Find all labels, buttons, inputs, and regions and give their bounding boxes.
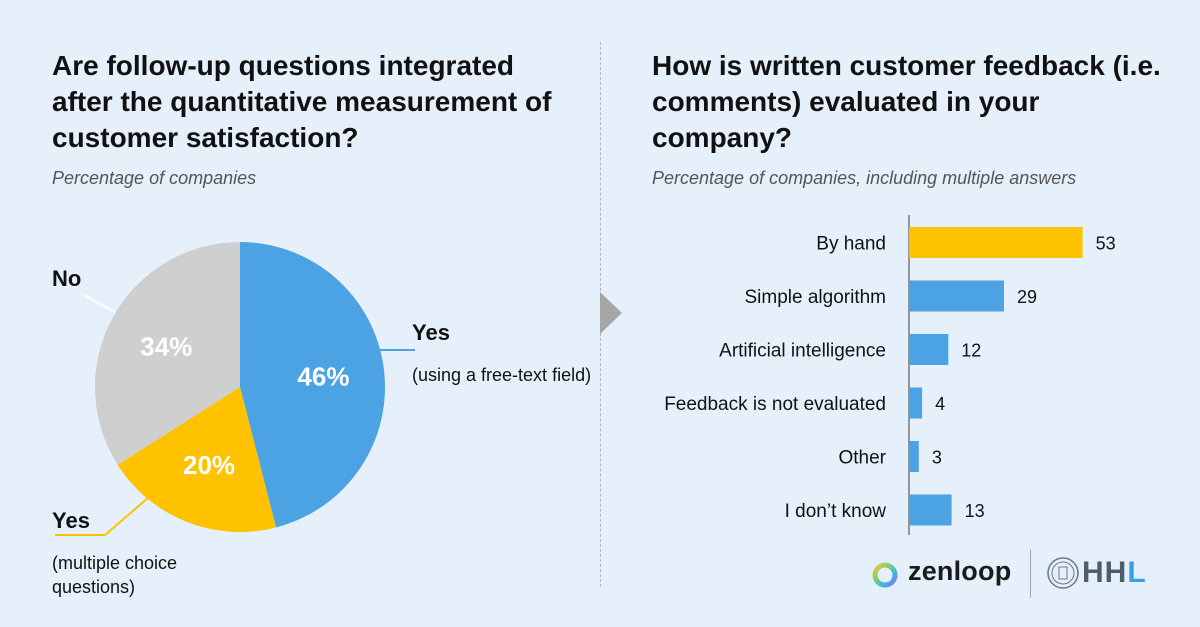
hhl-logo-letters: HHL bbox=[1082, 556, 1147, 589]
bar-3 bbox=[909, 387, 923, 419]
callout-yes-free-text-detail: (using a free-text field) bbox=[412, 365, 592, 385]
bar-category-label-3: Feedback is not evaluated bbox=[664, 394, 886, 415]
pie-slice-0 bbox=[240, 242, 385, 528]
bar-category-label-4: Other bbox=[838, 448, 886, 469]
bar-chart-title: How is written customer feedback (i.e. c… bbox=[652, 50, 1161, 153]
bar-0 bbox=[909, 227, 1083, 258]
bar-chart: By hand Simple algorithm Artificial intell… bbox=[664, 215, 1116, 535]
bar-category-label-5: I don’t know bbox=[785, 501, 887, 522]
callout-line-no bbox=[83, 294, 121, 316]
bar-category-label-1: Simple algorithm bbox=[745, 287, 887, 308]
bar-5 bbox=[909, 494, 952, 526]
bar-4 bbox=[909, 441, 919, 472]
zenloop-logo-text: zenloop bbox=[908, 556, 1012, 586]
pie-chart-title: Are follow-up questions integrated after… bbox=[52, 50, 552, 153]
bar-category-label-2: Artificial intelligence bbox=[719, 341, 886, 362]
hhl-logo-letter-accent: L bbox=[1127, 556, 1147, 589]
bar-value-label-4: 3 bbox=[932, 448, 942, 468]
bar-value-label-3: 4 bbox=[935, 394, 945, 414]
callout-yes-multiple-choice-head: Yes bbox=[52, 508, 90, 533]
callout-yes-multiple-choice-detail: (multiple choice questions) bbox=[52, 553, 178, 597]
bar-2 bbox=[909, 334, 949, 365]
pie-percent-label-2: 34% bbox=[140, 331, 192, 361]
bar-marks bbox=[909, 227, 1083, 526]
bar-value-labels: 53 29 12 4 3 13 bbox=[932, 234, 1116, 522]
bar-chart-subtitle: Percentage of companies, including multi… bbox=[652, 168, 1077, 188]
arrow-right-icon bbox=[600, 292, 622, 334]
logo-area: zenloop HHL bbox=[868, 548, 1168, 600]
pie-chart-subtitle: Percentage of companies bbox=[52, 168, 257, 188]
bar-value-label-1: 29 bbox=[1017, 287, 1037, 307]
bar-value-label-0: 53 bbox=[1096, 234, 1116, 254]
bar-category-label-0: By hand bbox=[816, 234, 886, 255]
pie-percent-label-0: 46% bbox=[297, 361, 349, 391]
bar-1 bbox=[909, 280, 1005, 312]
zenloop-logo-icon bbox=[872, 562, 898, 588]
bar-value-label-5: 13 bbox=[965, 501, 985, 521]
bar-value-label-2: 12 bbox=[961, 341, 981, 361]
callout-yes-free-text-head: Yes bbox=[412, 320, 450, 345]
logo-separator bbox=[1030, 550, 1031, 598]
pie-callout-lines bbox=[55, 294, 415, 536]
callout-line-yes-multiple-choice bbox=[55, 497, 149, 536]
pie-slice-2 bbox=[94, 242, 240, 465]
hhl-seal-icon bbox=[1047, 557, 1079, 589]
pie-percent-labels: 46% 20% 34% bbox=[140, 331, 349, 480]
bar-category-labels: By hand Simple algorithm Artificial intell… bbox=[664, 234, 886, 523]
pie-slice-1 bbox=[117, 387, 277, 532]
pie-chart: 46% 20% 34% bbox=[55, 242, 415, 536]
pie-slices bbox=[94, 242, 385, 532]
pie-percent-label-1: 20% bbox=[183, 450, 235, 480]
callout-no: No bbox=[52, 266, 82, 291]
hhl-logo-text: HHL bbox=[1082, 556, 1147, 590]
